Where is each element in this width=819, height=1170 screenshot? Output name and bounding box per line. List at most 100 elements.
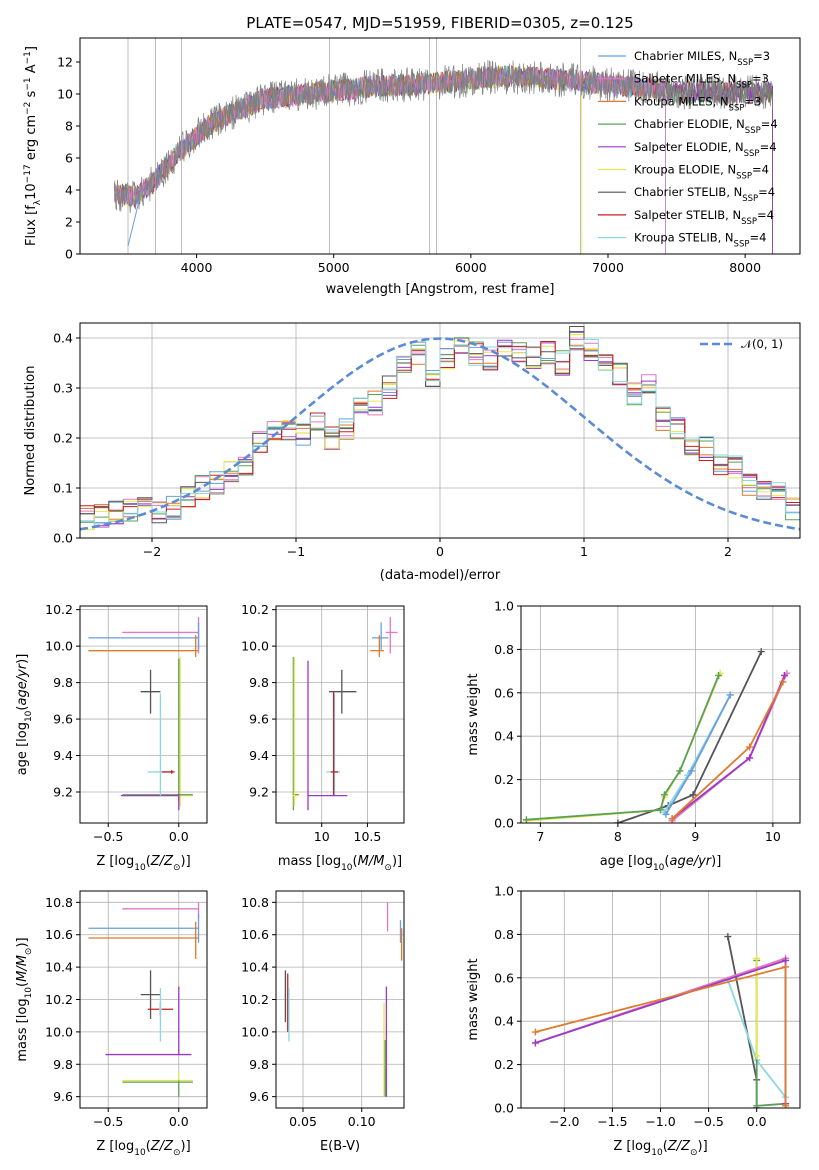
axes-frame	[275, 605, 405, 824]
point-salpeter-miles	[122, 616, 200, 654]
observed-spectrum	[113, 60, 773, 214]
series-line	[526, 675, 720, 821]
point-kroupa-miles	[88, 921, 199, 960]
y-tick-label: 0.1	[53, 481, 73, 496]
y-tick-label: 9.6	[249, 712, 269, 727]
x-tick-label: 0.10	[348, 1114, 376, 1129]
y-tick-label: 0.3	[53, 381, 73, 396]
y-axis-label: Flux [fλ10−17 erg cm−2 s−1 A−1]	[23, 46, 43, 246]
series-marker	[726, 691, 734, 699]
series-marker	[614, 819, 622, 823]
y-tick-label: 0.2	[494, 1057, 514, 1072]
y-tick-label: 8	[65, 119, 73, 134]
y-tick-label: 10.2	[241, 992, 269, 1007]
y-tick-label: 0.4	[53, 331, 73, 346]
x-tick-label: 1	[580, 544, 588, 559]
y-tick-label: 0.8	[494, 927, 514, 942]
x-tick-label: 10	[765, 829, 781, 844]
x-axis-label: age [log10(age/yr)]	[600, 854, 722, 873]
x-tick-label: 2	[724, 544, 732, 559]
series-line	[526, 672, 722, 822]
y-tick-label: 0.2	[494, 772, 514, 787]
series-marker	[688, 767, 695, 775]
grid	[276, 891, 404, 1108]
y-tick-label: 10.0	[241, 639, 269, 654]
y-tick-label: 4	[65, 183, 73, 198]
point-salpeter-elodie	[307, 660, 348, 811]
y-tick-label: 0.2	[53, 431, 73, 446]
y-tick-label: 9.8	[53, 675, 73, 690]
series-marker	[753, 954, 761, 962]
point-chabrier-miles	[372, 622, 389, 650]
plot-area	[284, 902, 403, 1097]
y-tick-label: 10.0	[241, 1024, 269, 1039]
plot-area	[88, 616, 200, 811]
point-kroupa-elodie	[292, 657, 299, 807]
y-tick-label: 9.6	[53, 712, 73, 727]
series-marker	[782, 963, 790, 971]
point-kroupa-miles	[88, 635, 199, 658]
series-marker	[779, 678, 787, 686]
y-tick-label: 10.2	[45, 602, 73, 617]
model-edge	[127, 189, 143, 247]
y-tick-label: 10.6	[45, 927, 73, 942]
point-kroupa-stelib	[147, 693, 174, 796]
mass-weight-vs-age-panel: 7 8 9 10 0.0 0.2 0.4 0.6 0.8 1.0 age [log10(age/yr…	[466, 599, 801, 873]
y-tick-label: 6	[65, 151, 73, 166]
x-axis-label: Z [log10(Z/Z⊙)]	[96, 1139, 190, 1158]
series-marker	[531, 1039, 539, 1047]
y-tick-label: 0.0	[53, 531, 73, 546]
legend-label: Chabrier MILES, NSSP=3	[634, 49, 770, 68]
x-axis-label: wavelength [Angstrom, rest frame]	[326, 282, 555, 297]
y-tick-label: 9.2	[53, 785, 73, 800]
point-chabrier-elodie	[122, 658, 193, 802]
series-chabrier-miles	[662, 691, 734, 818]
x-tick-label: 8000	[729, 260, 761, 275]
series-marker	[662, 810, 670, 818]
point-chabrier-elodie	[122, 1080, 193, 1097]
y-tick-label: 0.4	[494, 1014, 514, 1029]
y-tick-label: 9.4	[53, 748, 73, 763]
y-tick-label: 10	[57, 87, 73, 102]
x-tick-label: 5000	[318, 260, 350, 275]
figure-title: PLATE=0547, MJD=51959, FIBERID=0305, z=0…	[246, 14, 633, 32]
normal-curve	[80, 337, 800, 531]
point-salpeter-elodie	[105, 986, 192, 1056]
series-marker	[531, 1028, 539, 1036]
series-marker	[660, 791, 668, 799]
series-marker	[522, 816, 530, 823]
legend-label: Chabrier ELODIE, NSSP=4	[634, 117, 778, 136]
y-tick-label: 2	[65, 215, 73, 230]
y-tick-label: 9.6	[249, 1089, 269, 1104]
x-tick-label: −0.5	[93, 829, 123, 844]
y-tick-label: 10.0	[45, 639, 73, 654]
y-tick-label: 10.0	[45, 1024, 73, 1039]
x-tick-label: 7	[536, 829, 544, 844]
axes-frame	[79, 37, 801, 255]
y-tick-label: 9.4	[249, 748, 269, 763]
series-line	[617, 651, 763, 823]
y-tick-label: 10.2	[241, 602, 269, 617]
y-tick-label: 9.8	[249, 675, 269, 690]
legend-label: 𝒩(0, 1)	[741, 337, 783, 351]
y-tick-label: 10.2	[45, 992, 73, 1007]
point-kroupa-stelib	[159, 988, 162, 1042]
x-axis-label: mass [log10(M/M⊙)]	[278, 854, 402, 873]
x-tick-label: −2.0	[549, 1114, 579, 1129]
series-marker	[782, 1102, 790, 1108]
y-tick-label: 0.8	[494, 642, 514, 657]
series-marker	[657, 806, 664, 814]
age-vs-mass-panel: 10 10.5 9.2 9.4 9.6 9.8 10.0 10.2 mass [log10(M/…	[241, 602, 405, 873]
x-axis-label: Z [log10(Z/Z⊙)]	[613, 1139, 707, 1158]
plot-area	[531, 933, 790, 1108]
y-axis-label: Normed distribution	[23, 366, 38, 496]
point-salpeter-stelib	[330, 691, 339, 796]
axes-frame	[520, 605, 801, 824]
series-marker	[753, 1102, 761, 1108]
legend-label: Chabrier STELIB, NSSP=4	[634, 185, 775, 204]
y-tick-label: 12	[57, 55, 73, 70]
mass-weight-vs-metallicity-panel: −2.0 −1.5 −1.0 −0.5 0.0 0.0 0.2 0.4 0.6 0.8 1.0 Z […	[466, 884, 801, 1158]
y-tick-label: 10.4	[241, 960, 269, 975]
x-tick-label: 0.0	[747, 1114, 767, 1129]
